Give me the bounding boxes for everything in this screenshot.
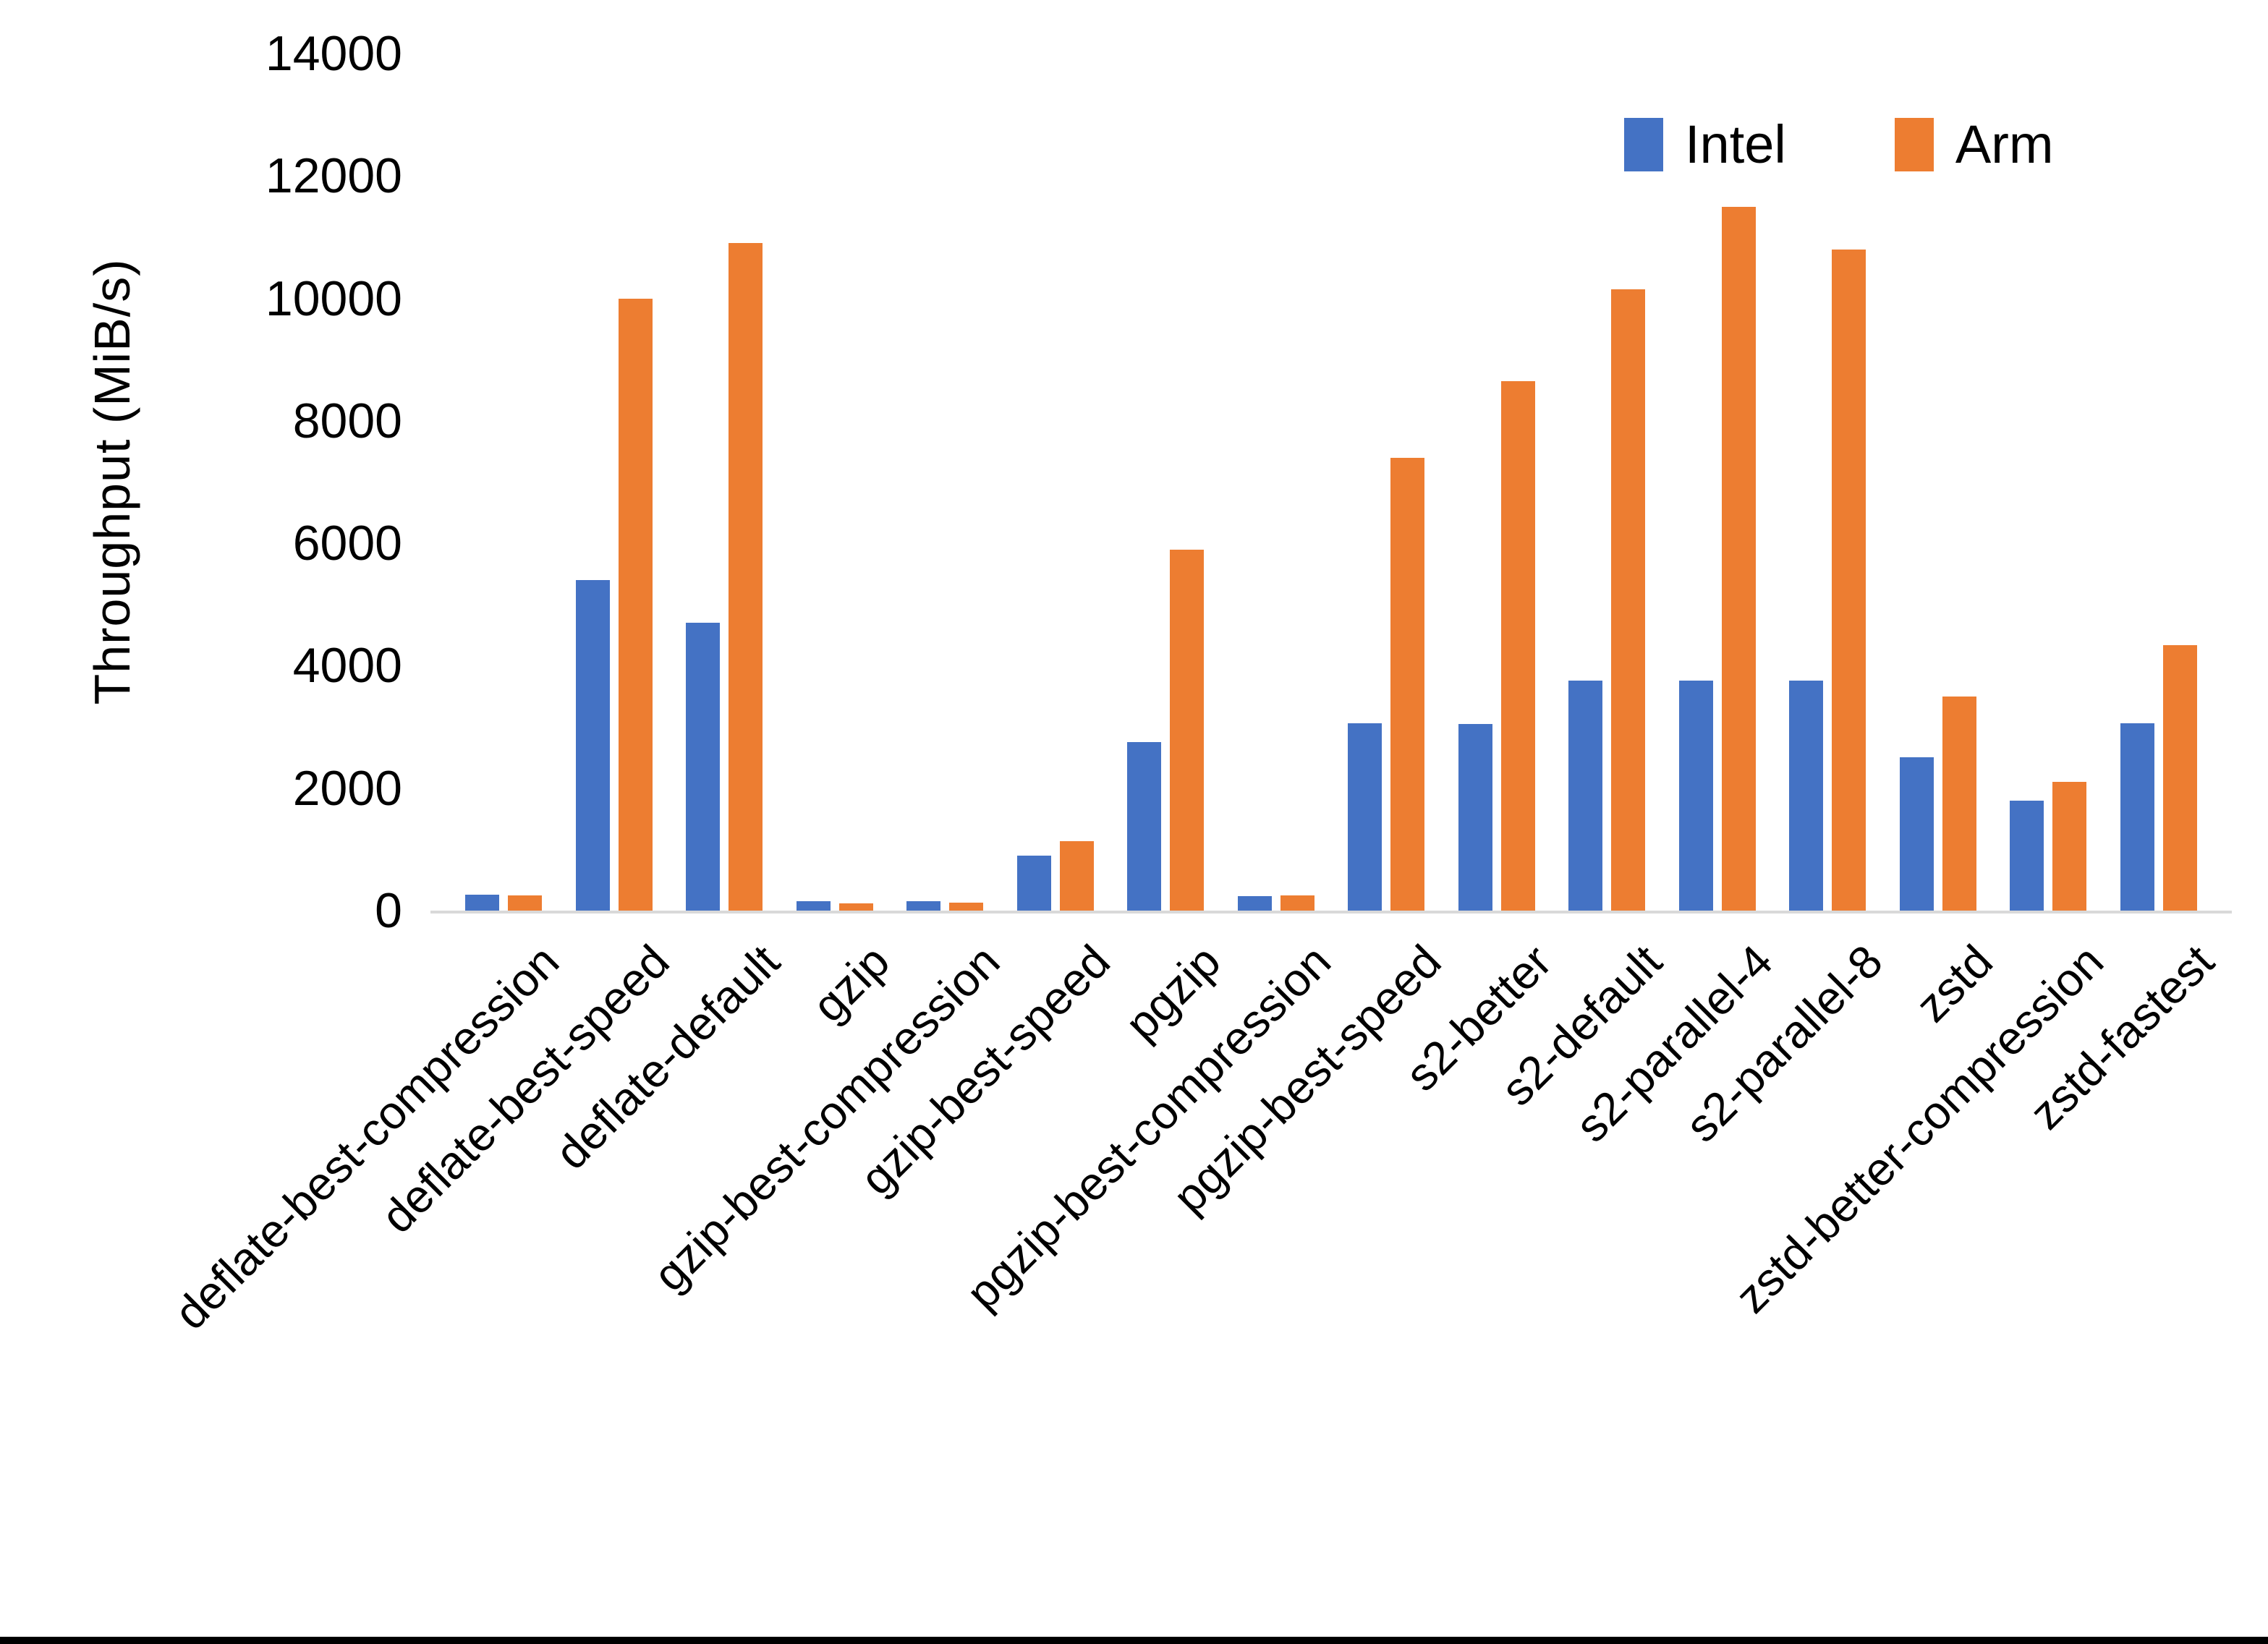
x-axis-line — [430, 911, 2232, 913]
arm-bar-s2-parallel-8 — [1832, 250, 1866, 911]
y-tick-label: 8000 — [292, 393, 402, 448]
arm-bar-deflate-default — [729, 243, 763, 911]
legend-label-arm: Arm — [1955, 114, 2054, 174]
y-tick-label: 6000 — [292, 516, 402, 571]
intel-bar-deflate-best-compression — [465, 895, 500, 911]
arm-bar-s2-better — [1500, 381, 1535, 911]
y-tick-label: 14000 — [265, 26, 402, 81]
arm-bar-gzip-best-speed — [1059, 841, 1094, 911]
arm-bar-s2-parallel-4 — [1721, 207, 1756, 911]
legend-item-intel: Intel — [1624, 116, 1786, 174]
arm-bar-pgzip-best-speed — [1390, 458, 1425, 911]
x-category-label-gzip: gzip — [802, 934, 900, 1032]
intel-bar-deflate-best-speed — [575, 580, 610, 911]
y-tick-label: 4000 — [292, 638, 402, 694]
intel-bar-zstd-fastest — [2120, 723, 2154, 911]
arm-series-swatch-icon — [1894, 118, 1934, 171]
arm-bar-pgzip — [1170, 550, 1205, 911]
legend-item-arm: Arm — [1894, 114, 2054, 174]
arm-bar-zstd-better-compression — [2052, 782, 2087, 911]
intel-bar-gzip-best-speed — [1016, 856, 1051, 911]
legend-label-intel: Intel — [1685, 114, 1786, 174]
intel-bar-s2-parallel-4 — [1678, 681, 1713, 911]
arm-bar-zstd — [1942, 697, 1976, 911]
intel-bar-pgzip-best-speed — [1348, 723, 1383, 911]
intel-bar-s2-parallel-8 — [1789, 681, 1824, 911]
arm-bar-pgzip-best-compression — [1280, 895, 1314, 911]
y-tick-label: 10000 — [265, 271, 402, 326]
intel-series-swatch-icon — [1624, 118, 1663, 171]
arm-bar-deflate-best-compression — [508, 895, 543, 911]
arm-bar-s2-default — [1611, 289, 1646, 911]
intel-bar-pgzip-best-compression — [1237, 896, 1272, 911]
y-tick-label: 12000 — [265, 148, 402, 204]
bottom-border — [0, 1637, 2268, 1644]
intel-bar-s2-better — [1458, 724, 1492, 911]
intel-bar-gzip — [796, 901, 831, 911]
arm-bar-gzip — [838, 903, 873, 911]
y-tick-label: 0 — [375, 883, 402, 938]
legend: Intel Arm — [1624, 116, 2054, 174]
arm-bar-deflate-best-speed — [618, 299, 653, 911]
intel-bar-pgzip — [1127, 742, 1162, 911]
arm-bar-zstd-fastest — [2162, 645, 2197, 911]
arm-bar-gzip-best-compression — [949, 903, 984, 911]
intel-bar-deflate-default — [686, 623, 721, 911]
intel-bar-zstd-better-compression — [2010, 801, 2044, 911]
intel-bar-zstd — [1899, 757, 1934, 911]
x-category-label-zstd: zstd — [1906, 934, 2003, 1032]
intel-bar-s2-default — [1568, 681, 1603, 911]
y-tick-label: 2000 — [292, 760, 402, 816]
intel-bar-gzip-best-compression — [906, 901, 941, 911]
